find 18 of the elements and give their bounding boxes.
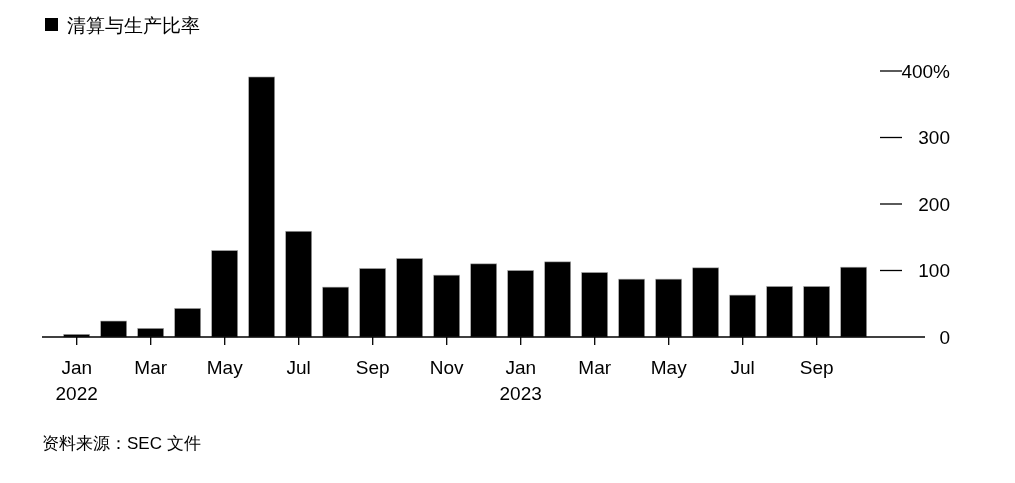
text: 资料来源：SEC 文件 <box>42 434 201 453</box>
y-tick-label: 200 <box>918 193 950 215</box>
x-tick-label: Nov <box>429 357 465 378</box>
y-tick-label: 400% <box>901 60 951 82</box>
y-tick-label: 300 <box>918 127 950 148</box>
x-tick-label: Jan 2022 <box>55 357 98 404</box>
legend-label: 清算与生产比率 <box>67 15 200 36</box>
x-tick-label: Sep <box>355 357 390 378</box>
y-tick-label: 100 <box>918 260 950 281</box>
x-tick-label: Jul <box>730 357 755 378</box>
x-tick-label: May <box>650 357 688 378</box>
x-tick-label: Mar <box>134 357 168 378</box>
x-tick-label: Sep <box>799 357 834 378</box>
x-tick-label: Jul <box>286 357 311 378</box>
x-tick-label: Mar <box>578 357 612 378</box>
x-tick-label: May <box>206 357 244 378</box>
y-tick-label: 0 <box>939 326 950 348</box>
x-tick-label: Jan 2023 <box>499 357 542 404</box>
